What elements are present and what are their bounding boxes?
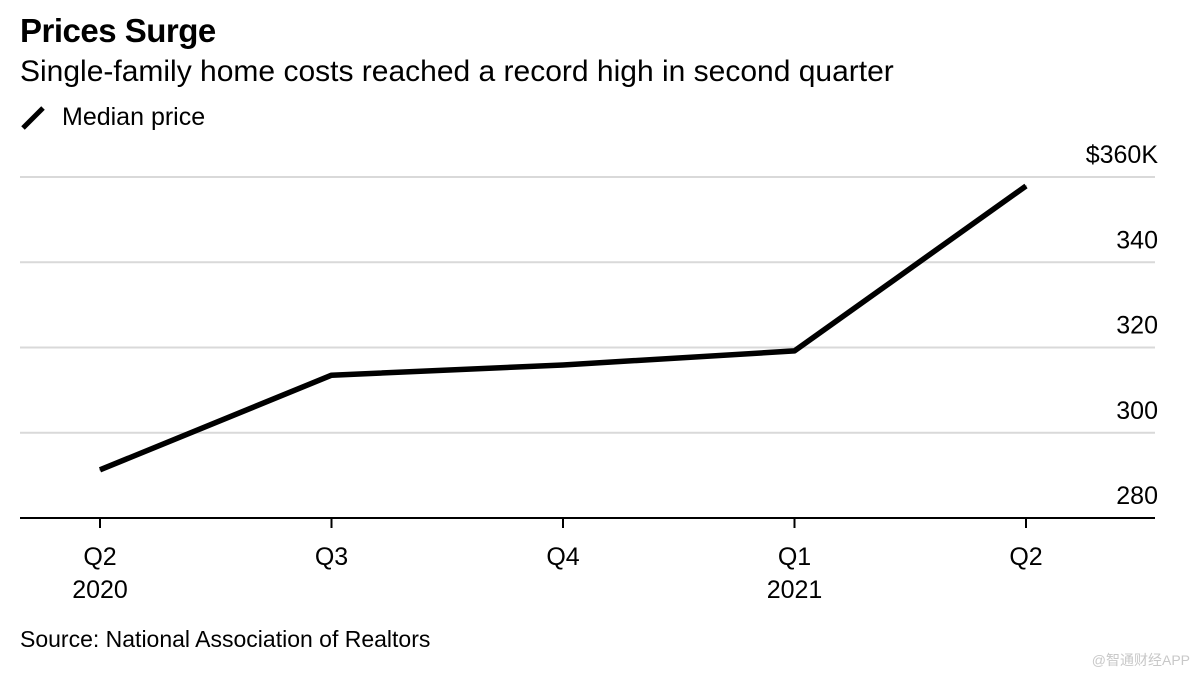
- legend-label: Median price: [62, 103, 206, 131]
- source-note: Source: National Association of Realtors: [20, 626, 431, 652]
- data-point: [1025, 185, 1027, 187]
- x-tick-label: Q2: [1009, 543, 1042, 571]
- x-tick-label: Q1: [778, 543, 811, 571]
- y-tick-label: 320: [1116, 312, 1158, 340]
- watermark: @智通财经APP: [1091, 652, 1190, 668]
- y-tick-label: 300: [1116, 397, 1158, 425]
- data-point: [562, 364, 564, 366]
- x-tick-label: Q2: [83, 543, 116, 571]
- data-point: [794, 350, 795, 352]
- legend: Median price: [20, 103, 205, 132]
- x-year-label: 2020: [72, 576, 128, 604]
- data-point: [99, 469, 101, 471]
- x-tick-label: Q4: [546, 543, 579, 571]
- x-year-label: 2021: [767, 576, 823, 604]
- series-line-median-price: [98, 183, 1028, 473]
- legend-line-icon: [21, 105, 45, 130]
- chart-subtitle: Single-family home costs reached a recor…: [20, 55, 894, 88]
- y-tick-label: 280: [1116, 482, 1158, 510]
- x-tick-label: Q3: [315, 543, 348, 571]
- y-tick-label: 340: [1116, 226, 1158, 254]
- chart-title: Prices Surge: [20, 12, 216, 49]
- y-tick-label: $360K: [1086, 141, 1159, 169]
- data-point: [331, 374, 332, 376]
